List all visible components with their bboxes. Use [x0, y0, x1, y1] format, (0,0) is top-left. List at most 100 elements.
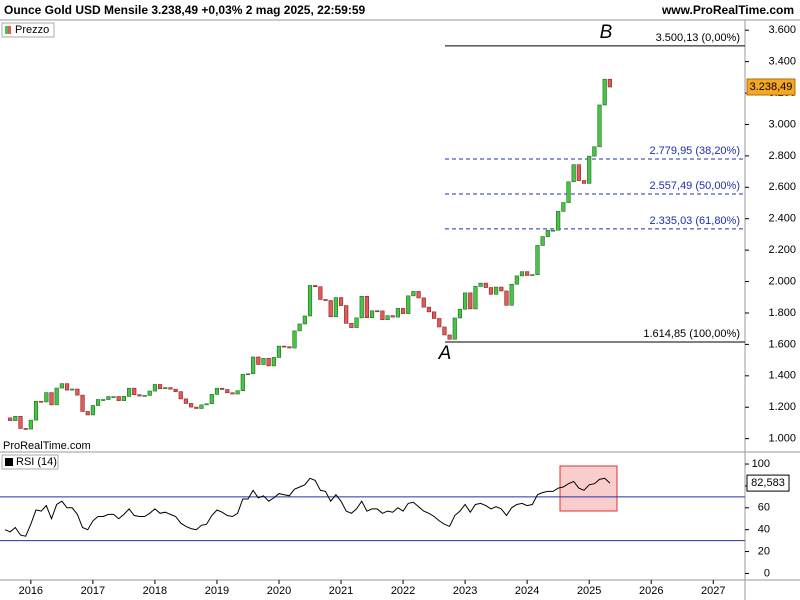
y-tick-label: 100 — [752, 458, 770, 470]
candle-body — [602, 78, 607, 106]
candle-body — [483, 282, 488, 288]
candle-body — [323, 299, 328, 301]
legend-box — [1, 454, 59, 470]
fib-label: 2.779,95 (38,20%) — [649, 145, 740, 157]
candle-body — [178, 391, 183, 400]
candle-body — [421, 297, 426, 308]
x-tick-label: 2020 — [267, 585, 291, 597]
candle-body — [535, 245, 540, 275]
candle-body — [189, 403, 194, 408]
candle-body — [101, 399, 106, 401]
legend-icon — [8, 26, 11, 34]
y-tick-label: 1.800 — [768, 307, 796, 319]
candle-body — [416, 291, 421, 299]
candle-body — [354, 317, 359, 328]
candle-body — [592, 146, 597, 157]
point-label: B — [600, 22, 613, 43]
candle-body — [349, 323, 354, 328]
legend-label: RSI (14) — [16, 456, 57, 468]
x-tick-label: 2026 — [639, 585, 663, 597]
price-label: 3.238,49 — [750, 81, 793, 93]
x-tick-label: 2018 — [143, 585, 167, 597]
candle-body — [447, 334, 452, 340]
y-tick-label: 3.600 — [768, 24, 796, 36]
candle-body — [437, 318, 442, 328]
candle-body — [209, 394, 214, 405]
candle-body — [64, 383, 70, 391]
x-tick-label: 2024 — [515, 585, 539, 597]
candle-body — [530, 274, 535, 276]
candle-body — [380, 310, 385, 321]
candle-body — [70, 388, 75, 391]
x-tick-label: 2016 — [19, 585, 43, 597]
candle-body — [307, 285, 313, 317]
candle-body — [194, 406, 199, 409]
rsi-label: 82,583 — [751, 477, 785, 489]
candle-body — [85, 411, 90, 416]
candle-body — [137, 394, 142, 397]
candle-body — [23, 428, 28, 430]
candle-body — [39, 400, 44, 403]
y-tick-label: 2.800 — [768, 150, 796, 162]
candle-body — [33, 400, 39, 421]
candle-body — [183, 398, 189, 404]
candle-body — [147, 390, 152, 396]
candle-body — [106, 396, 111, 400]
candle-body — [256, 356, 261, 365]
candle-body — [292, 330, 297, 349]
candle-body — [566, 181, 571, 203]
x-tick-label: 2021 — [329, 585, 353, 597]
candle-body — [297, 323, 302, 332]
candle-body — [126, 387, 132, 397]
legend-icon — [5, 26, 8, 34]
candle-body — [587, 155, 592, 184]
candle-body — [525, 271, 530, 276]
y-tick-label: 2.200 — [768, 244, 796, 256]
candle-body — [519, 271, 525, 277]
x-tick-label: 2023 — [453, 585, 477, 597]
candle-body — [571, 164, 576, 183]
x-tick-label: 2022 — [391, 585, 415, 597]
candle-body — [240, 374, 245, 392]
candle-body — [369, 310, 375, 318]
candle-body — [230, 392, 235, 395]
candle-body — [75, 388, 80, 396]
candle-body — [581, 180, 587, 184]
y-tick-label: 40 — [758, 524, 770, 536]
fib-label: 3.500,13 (0,00%) — [656, 32, 740, 44]
candle-body — [204, 403, 209, 406]
candle-body — [318, 286, 323, 300]
candle-body — [199, 404, 204, 409]
candle-body — [442, 326, 447, 336]
y-tick-label: 2.600 — [768, 181, 796, 193]
candle-body — [168, 387, 173, 390]
candle-body — [157, 384, 163, 389]
candle-body — [550, 229, 556, 232]
candle-body — [121, 396, 126, 401]
candle-body — [488, 287, 494, 295]
candle-body — [302, 315, 307, 325]
candle-body — [235, 390, 240, 395]
y-tick-label: 2.400 — [768, 213, 796, 225]
candle-body — [245, 373, 251, 376]
candle-body — [95, 399, 101, 406]
candle-body — [344, 305, 349, 324]
fib-label: 1.614,85 (100,00%) — [643, 328, 740, 340]
site: www.ProRealTime.com — [661, 3, 794, 17]
candle-body — [545, 229, 550, 237]
candle-body — [385, 315, 390, 321]
candle-body — [116, 396, 121, 401]
candle-body — [468, 292, 473, 310]
y-tick-label: 1.600 — [768, 338, 796, 350]
candle-body — [473, 286, 478, 310]
price-label-box — [746, 78, 796, 96]
candle-body — [432, 311, 437, 319]
y-tick-label: 1.200 — [768, 401, 796, 413]
candle-body — [494, 286, 499, 295]
candle-body — [266, 358, 271, 367]
y-tick-label: 3.400 — [768, 56, 796, 68]
candle-body — [400, 308, 406, 314]
candle-body — [28, 419, 33, 430]
